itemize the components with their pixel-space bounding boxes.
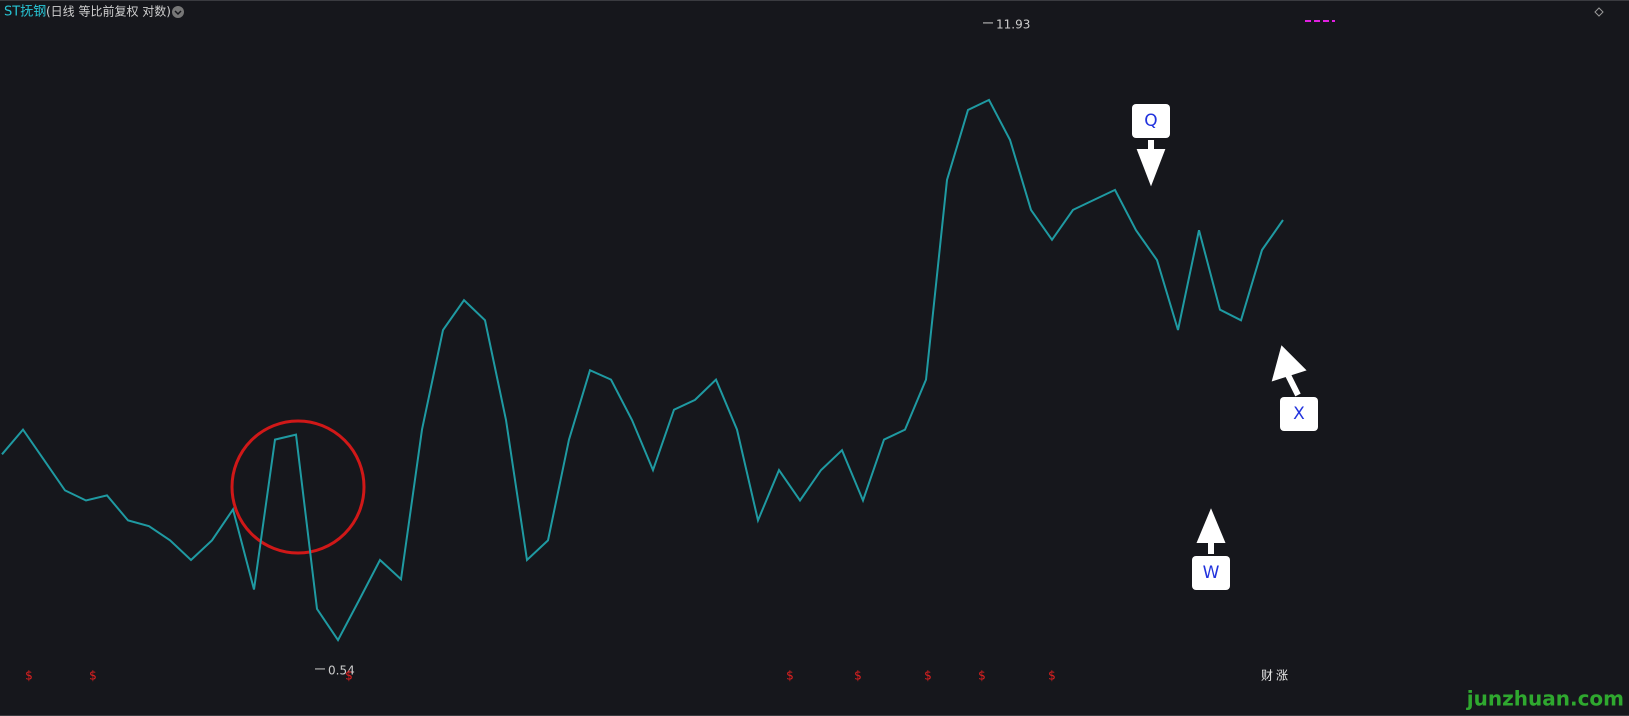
dropdown-arrow	[174, 10, 182, 16]
event-marker: $	[25, 669, 33, 683]
event-marker: $	[89, 669, 97, 683]
callout-label: Q	[1144, 111, 1157, 131]
diamond-icon[interactable]	[1594, 7, 1604, 17]
event-marker: $	[786, 669, 794, 683]
callout-q	[1132, 104, 1170, 187]
event-marker: $	[924, 669, 932, 683]
callout-label: X	[1293, 404, 1305, 424]
low-label: 0.54	[328, 663, 355, 677]
chart-title: ST抚钢	[4, 5, 46, 20]
watermark: junzhuan.com	[1466, 687, 1624, 711]
callout-w	[1192, 508, 1230, 590]
dropdown-icon[interactable]	[172, 6, 184, 18]
event-marker: 涨	[1276, 668, 1288, 683]
price-line	[1, 98, 1284, 643]
event-marker: $	[1048, 669, 1056, 683]
event-marker: 财	[1261, 669, 1273, 683]
high-label: 11.93	[996, 17, 1030, 31]
chart-subtitle: (日线 等比前复权 对数)	[46, 4, 171, 19]
callout-label: W	[1203, 563, 1220, 583]
event-marker: $	[978, 669, 986, 683]
highlight-circle	[230, 419, 366, 555]
event-marker: $	[345, 669, 353, 683]
event-marker: $	[854, 669, 862, 683]
callout-x	[1271, 345, 1318, 431]
